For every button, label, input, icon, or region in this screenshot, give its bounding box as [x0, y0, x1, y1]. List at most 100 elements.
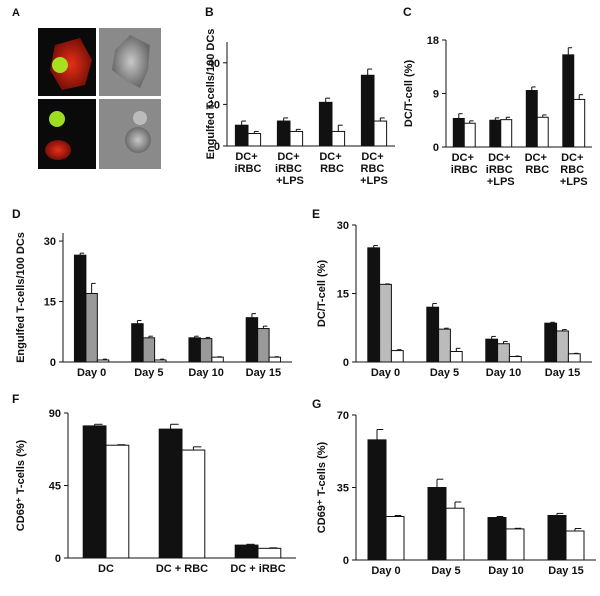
bar	[508, 356, 522, 363]
y-tick-label: 30	[337, 220, 349, 232]
bar	[487, 517, 507, 561]
y-tick-label: 18	[427, 35, 439, 47]
bar	[158, 428, 183, 559]
x-tick-label: Day 10	[488, 565, 523, 577]
bar	[318, 101, 333, 147]
x-tick-label: Day 0	[77, 367, 106, 379]
bar	[211, 356, 224, 363]
bar	[497, 343, 510, 363]
y-tick-label: 90	[49, 408, 61, 420]
bar	[438, 328, 451, 363]
bar	[199, 338, 213, 363]
bar	[289, 130, 304, 147]
y-tick-label: 15	[44, 297, 56, 309]
bar	[500, 119, 513, 148]
bar	[489, 119, 502, 148]
bar	[105, 444, 130, 559]
bar	[82, 425, 107, 559]
x-tick-label: Day 0	[371, 565, 400, 577]
panel-label: D	[12, 207, 21, 221]
x-tick-label: DC	[98, 563, 114, 575]
bar	[567, 353, 581, 363]
bar	[445, 507, 465, 561]
bar	[485, 338, 499, 363]
x-tick-label: Day 5	[430, 367, 459, 379]
y-axis-label: CD69⁺ T-cells (%)	[15, 439, 27, 531]
bar	[181, 449, 206, 559]
bar	[427, 487, 447, 561]
y-tick-label: 15	[337, 289, 349, 301]
bar	[245, 317, 259, 363]
x-tick-label: DC+ RBC	[319, 151, 344, 175]
bar	[525, 90, 538, 148]
bar	[234, 124, 249, 147]
bar	[142, 337, 156, 363]
bar	[373, 120, 388, 147]
panel-label: F	[12, 392, 19, 406]
y-tick-label: 30	[44, 236, 56, 248]
bar	[536, 116, 549, 148]
y-axis-label: DC/T-cell (%)	[316, 260, 328, 328]
bar	[268, 356, 282, 363]
x-tick-label: Day 15	[545, 367, 580, 379]
y-axis-label: DC/T-cell (%)	[403, 60, 415, 128]
y-tick-label: 40	[208, 58, 220, 70]
y-tick-label: 0	[343, 555, 349, 567]
bar	[276, 120, 291, 147]
y-tick-label: 45	[49, 481, 61, 493]
bar	[257, 328, 270, 363]
bar	[73, 254, 87, 363]
y-tick-label: 9	[433, 89, 439, 101]
x-tick-label: DC+ iRBC	[235, 151, 262, 175]
micrographs	[38, 28, 161, 169]
y-tick-label: 0	[343, 357, 349, 369]
y-tick-label: 0	[50, 357, 56, 369]
y-tick-label: 0	[55, 553, 61, 565]
x-tick-label: DC + RBC	[156, 563, 208, 575]
y-tick-label: 0	[214, 141, 220, 153]
panel-label: C	[403, 5, 412, 19]
bar	[562, 54, 575, 148]
bar	[367, 439, 387, 561]
y-tick-label: 70	[337, 410, 349, 422]
y-tick-label: 35	[337, 483, 349, 495]
bar	[385, 516, 405, 561]
bar	[556, 330, 569, 363]
x-tick-label: DC+ RBC +LPS	[560, 152, 588, 188]
panel-label: B	[205, 5, 214, 19]
bar	[331, 130, 346, 147]
bar	[257, 547, 282, 559]
panel-label: E	[312, 207, 320, 221]
bar	[379, 283, 392, 363]
bar	[247, 133, 262, 147]
y-tick-label: 0	[433, 142, 439, 154]
x-tick-label: Day 5	[431, 565, 460, 577]
bar	[544, 322, 558, 363]
x-tick-label: Day 5	[134, 367, 163, 379]
bar	[463, 122, 476, 148]
x-tick-label: DC+ RBC +LPS	[360, 151, 388, 187]
bar	[85, 292, 98, 363]
x-tick-label: DC+ iRBC +LPS	[486, 152, 516, 188]
y-tick-label: 20	[208, 99, 220, 111]
bar	[367, 247, 381, 363]
bar	[390, 350, 404, 363]
x-tick-label: DC+ iRBC	[451, 152, 478, 176]
y-axis-label: Engulfed T-cells/100 DCs	[205, 29, 217, 160]
x-tick-label: Day 0	[371, 367, 400, 379]
bar	[426, 306, 440, 363]
bar	[449, 350, 463, 363]
x-tick-label: Day 10	[188, 367, 223, 379]
bar	[360, 74, 375, 147]
bar	[452, 117, 465, 148]
x-tick-label: DC + iRBC	[230, 563, 285, 575]
bar	[188, 337, 201, 363]
y-axis-label: Engulfed T-cells/100 DCs	[15, 232, 27, 363]
panel-label: A	[12, 7, 20, 19]
bar	[234, 544, 259, 559]
bar	[573, 98, 586, 148]
x-tick-label: DC+ iRBC +LPS	[275, 151, 305, 187]
x-tick-label: DC+ RBC	[525, 152, 550, 176]
y-axis-label: CD69⁺ T-cells (%)	[316, 441, 328, 533]
